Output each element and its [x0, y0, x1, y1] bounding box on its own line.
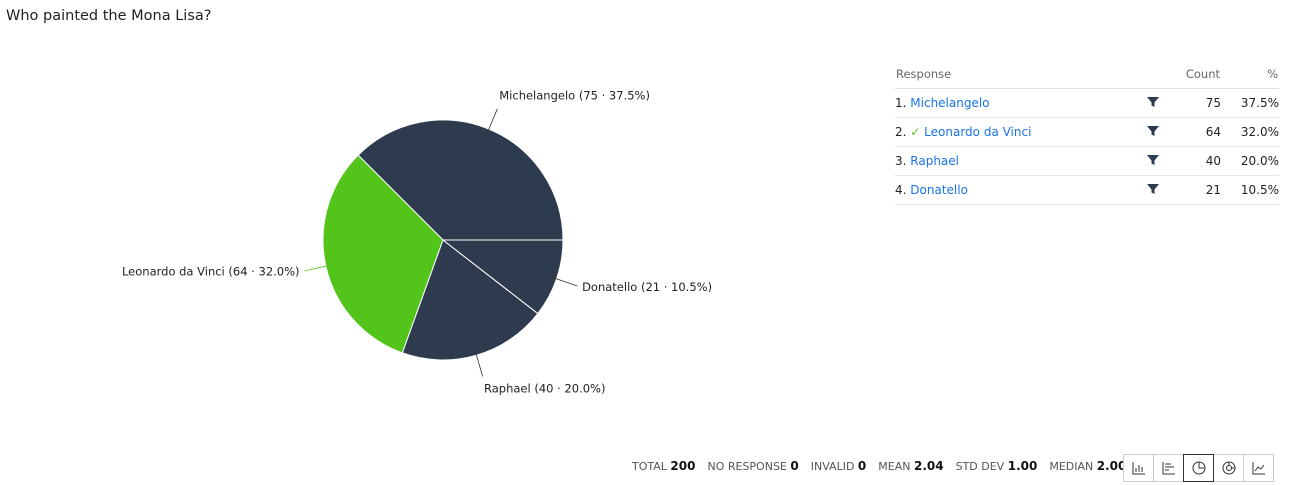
stat-value: 0	[857, 459, 867, 473]
stat-label: STD DEV	[955, 460, 1005, 473]
percent-cell: 20.0%	[1221, 146, 1279, 176]
response-cell: 4. Donatello	[895, 175, 1147, 205]
stat-value: 2.04	[913, 459, 944, 473]
stat: MEAN 2.04	[878, 459, 943, 473]
filter-icon[interactable]	[1147, 125, 1159, 137]
pie-view-button[interactable]	[1183, 454, 1214, 482]
stat: INVALID 0	[811, 459, 867, 473]
table-row: 3. Raphael 40 20.0%	[895, 146, 1279, 176]
header-cell: Count	[1179, 60, 1221, 89]
stat: NO RESPONSE 0	[707, 459, 798, 473]
slice-label: Leonardo da Vinci (64 · 32.0%)	[122, 265, 300, 279]
percent-cell: 32.0%	[1221, 117, 1279, 147]
table-header: Response Count %	[895, 60, 1279, 89]
table-row: 1. Michelangelo 75 37.5%	[895, 88, 1279, 118]
response-link[interactable]: Raphael	[910, 154, 960, 168]
response-cell: 1. Michelangelo	[895, 88, 1147, 118]
stat-value: 1.00	[1007, 459, 1038, 473]
slice-label: Michelangelo (75 · 37.5%)	[499, 89, 650, 103]
icon	[1132, 462, 1145, 475]
header-cell: Response	[895, 60, 1147, 89]
response-link[interactable]: Leonardo da Vinci	[924, 125, 1032, 139]
stat-value: 2.00	[1096, 459, 1127, 473]
stat-value: 200	[670, 459, 696, 473]
header-cell	[1147, 60, 1179, 89]
response-link[interactable]: Donatello	[910, 183, 968, 197]
icon	[1222, 461, 1235, 475]
slice-label: Raphael (40 · 20.0%)	[484, 382, 605, 396]
icon	[1192, 461, 1205, 475]
row-rank: 1.	[895, 96, 907, 110]
stats-bar: TOTAL 200 NO RESPONSE 0 INVALID 0 MEAN 2.04…	[632, 459, 1126, 473]
stat-label: MEAN	[878, 460, 911, 473]
hbar-view-button[interactable]	[1153, 454, 1184, 482]
leader-line	[304, 264, 334, 272]
stat-value: 0	[790, 459, 799, 473]
filter-cell	[1147, 175, 1179, 205]
count-cell: 64	[1179, 117, 1221, 147]
stat-label: INVALID	[810, 460, 855, 473]
response-link[interactable]: Michelangelo	[910, 96, 990, 110]
slice-label: Donatello (21 · 10.5%)	[582, 280, 712, 294]
response-cell: 3. Raphael	[895, 146, 1147, 176]
stat: STD DEV 1.00	[956, 459, 1038, 473]
filter-cell	[1147, 88, 1179, 118]
icon	[1252, 462, 1265, 475]
stat: TOTAL 200	[632, 459, 695, 473]
row-rank: 4.	[895, 183, 907, 197]
leader-line	[485, 108, 498, 137]
question-title: Who painted the Mona Lisa?	[6, 8, 212, 24]
icon	[1162, 462, 1175, 475]
leader-line	[473, 347, 484, 377]
count-cell: 21	[1179, 175, 1221, 205]
header-cell: %	[1221, 60, 1279, 89]
filter-icon[interactable]	[1147, 96, 1159, 108]
percent-cell: 37.5%	[1221, 88, 1279, 118]
filter-icon[interactable]	[1147, 154, 1159, 166]
filter-icon[interactable]	[1147, 183, 1159, 195]
donut-view-button[interactable]	[1213, 454, 1244, 482]
pie-chart: Michelangelo (75 · 37.5%) Leonardo da Vin…	[122, 89, 712, 396]
bar-view-button[interactable]	[1123, 454, 1154, 482]
table-row: 2. ✓ Leonardo da Vinci 64 32.0%	[895, 117, 1279, 147]
line-view-button[interactable]	[1243, 454, 1274, 482]
filter-cell	[1147, 146, 1179, 176]
count-cell: 40	[1179, 146, 1221, 176]
stat-label: NO RESPONSE	[707, 460, 787, 473]
percent-cell: 10.5%	[1221, 175, 1279, 205]
stat-label: MEDIAN	[1049, 460, 1094, 473]
response-cell: 2. ✓ Leonardo da Vinci	[895, 117, 1147, 147]
response-table: Response Count % 1. Michelangelo 75 37.5% 2…	[895, 60, 1279, 205]
correct-mark: ✓	[910, 125, 921, 139]
stat-label: TOTAL	[632, 460, 667, 473]
table-row: 4. Donatello 21 10.5%	[895, 175, 1279, 205]
row-rank: 2.	[895, 125, 907, 139]
view-switcher	[1123, 454, 1274, 482]
row-rank: 3.	[895, 154, 907, 168]
leader-line	[548, 275, 578, 287]
filter-cell	[1147, 117, 1179, 147]
count-cell: 75	[1179, 88, 1221, 118]
stat: MEDIAN 2.00	[1049, 459, 1126, 473]
